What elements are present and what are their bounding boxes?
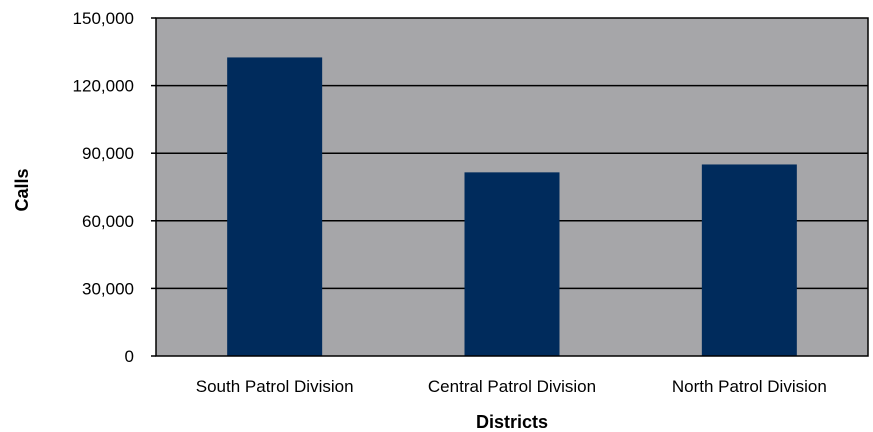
y-tick-label: 60,000 <box>82 212 134 231</box>
bar <box>701 164 797 356</box>
y-tick-label: 30,000 <box>82 279 134 298</box>
y-tick-label: 90,000 <box>82 144 134 163</box>
y-tick-label: 150,000 <box>73 9 134 28</box>
y-tick-labels: 0 30,000 60,000 90,000 120,000 150,000 <box>73 9 134 366</box>
bar <box>227 57 323 356</box>
y-tick-label: 120,000 <box>73 77 134 96</box>
x-tick-labels: South Patrol Division Central Patrol Divi… <box>196 377 827 396</box>
bar <box>464 172 560 356</box>
x-tick-label: South Patrol Division <box>196 377 354 396</box>
x-tick-label: Central Patrol Division <box>428 377 596 396</box>
x-axis-title: Districts <box>476 412 548 432</box>
y-axis-title: Calls <box>12 168 32 211</box>
bars <box>227 57 797 356</box>
y-tick-label: 0 <box>125 347 134 366</box>
plot-border <box>155 17 869 357</box>
x-tick-label: North Patrol Division <box>672 377 827 396</box>
